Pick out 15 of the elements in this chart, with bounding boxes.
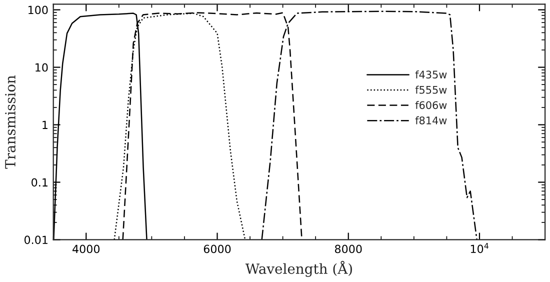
y-tick-label: 0.1 bbox=[32, 178, 48, 187]
x-axis-title: Wavelength (Å) bbox=[245, 260, 352, 277]
legend-label: f814w bbox=[415, 116, 447, 124]
y-tick-label: 100 bbox=[28, 6, 48, 14]
x-tick-label: 10$^{4}$ bbox=[470, 243, 488, 254]
y-axis-title: Transmission bbox=[5, 75, 16, 169]
x-tick-label: 4000 bbox=[72, 244, 100, 254]
x-tick-label: 8000 bbox=[334, 244, 362, 254]
y-tick-label: 10 bbox=[36, 63, 48, 72]
x-tick-label: 6000 bbox=[204, 244, 231, 254]
legend-label: f555w bbox=[415, 86, 447, 94]
y-tick-label: 0.01 bbox=[24, 236, 48, 244]
y-tick-label: 1 bbox=[42, 120, 48, 129]
legend-label: f435w bbox=[415, 70, 447, 79]
legend-label: f606w bbox=[415, 101, 447, 110]
